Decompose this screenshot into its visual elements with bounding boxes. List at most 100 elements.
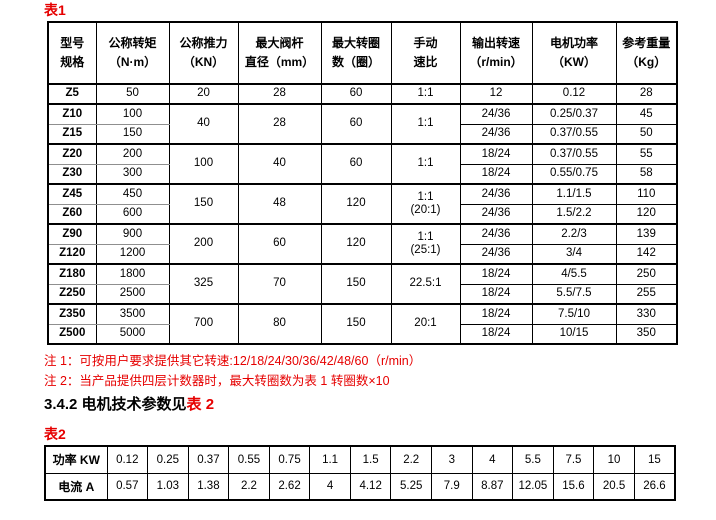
cell-output-speed: 18/24 — [459, 303, 533, 325]
cell-motor-power: 1.1/1.5 — [531, 183, 617, 205]
cell-thrust: 20 — [168, 83, 239, 105]
cell-output-speed: 18/24 — [459, 323, 533, 345]
note-2: 注 2：当产品提供四层计数器时，最大转圈数为表 1 转圈数×10 — [44, 374, 390, 388]
table1-header-cell: 公称转矩 （N·m） — [95, 21, 170, 85]
cell-output-speed: 24/36 — [459, 223, 533, 245]
table2-body: 功率 KW 0.12 0.25 0.37 0.55 0.75 1.1 1.5 2.2 3 4 5.5 7… — [44, 445, 676, 501]
table1-header-row: 型号 规格 公称转矩 （N·m） 公称推力 （KN） 最大阀杆 直径（mm） 最大转圈 … — [47, 21, 678, 85]
table2-row-power-value: 5.5 — [512, 445, 554, 474]
table2-row-current-value: 4 — [309, 472, 351, 501]
cell-model: Z250 — [47, 283, 97, 305]
table2-row-power-value: 1.1 — [309, 445, 351, 474]
cell-weight: 255 — [615, 283, 678, 305]
table2-row-power-value: 4 — [471, 445, 514, 474]
cell-torque: 3500 — [95, 303, 170, 325]
cell-max-turns: 150 — [320, 263, 392, 305]
document-page: 表1 型号 规格 公称转矩 （N·m） 公称推力 （KN） 最大阀杆 直径（mm） 最大… — [44, 2, 680, 501]
table2-row-current-value: 1.03 — [147, 472, 189, 501]
table2-row-power-value: 10 — [593, 445, 635, 474]
table1-body: Z5 50 20 28 60 1:1 12 0.12 28 Z10 100 40 28 60 1:1 24/3… — [47, 83, 678, 345]
cell-manual-ratio: 22.5:1 — [390, 263, 461, 305]
cell-manual-ratio: 1:1 (20:1) — [390, 183, 461, 225]
table2-row-power-value: 0.25 — [147, 445, 189, 474]
table1-header-cell: 最大转圈 数（圈） — [320, 21, 392, 85]
cell-thrust: 40 — [168, 103, 239, 145]
cell-stem-diameter: 40 — [237, 143, 322, 185]
table1-header-cell: 电机功率 （KW） — [531, 21, 617, 85]
cell-manual-ratio: 1:1 — [390, 143, 461, 185]
cell-stem-diameter: 70 — [237, 263, 322, 305]
cell-model: Z5 — [47, 83, 97, 105]
table2-row-power-value: 0.75 — [268, 445, 311, 474]
table1-label: 表1 — [44, 2, 66, 18]
table1-row-z180: Z180 1800 325 70 150 22.5:1 18/24 4/5.5 250 — [47, 263, 678, 305]
cell-output-speed: 18/24 — [459, 143, 533, 165]
cell-torque: 50 — [95, 83, 170, 105]
cell-weight: 142 — [615, 243, 678, 265]
cell-manual-ratio: 1:1 (25:1) — [390, 223, 461, 265]
table2-row-power-value: 0.55 — [228, 445, 270, 474]
cell-model: Z180 — [47, 263, 97, 285]
cell-stem-diameter: 60 — [237, 223, 322, 265]
cell-output-speed: 12 — [459, 83, 533, 105]
cell-max-turns: 60 — [320, 103, 392, 145]
cell-output-speed: 18/24 — [459, 283, 533, 305]
section-heading: 3.4.2 电机技术参数见表 2 — [44, 395, 680, 414]
cell-motor-power: 0.37/0.55 — [531, 143, 617, 165]
table1-header-cell: 参考重量 （Kg） — [615, 21, 678, 85]
table2-row-current: 电流 A 0.57 1.03 1.38 2.2 2.62 4 4.12 5.25 7.9 8.87 1… — [44, 472, 676, 501]
table2-row-power-value: 7.5 — [552, 445, 595, 474]
cell-thrust: 150 — [168, 183, 239, 225]
table1-header-cell: 公称推力 （KN） — [168, 21, 239, 85]
cell-output-speed: 18/24 — [459, 163, 533, 185]
cell-weight: 139 — [615, 223, 678, 245]
cell-model: Z20 — [47, 143, 97, 165]
cell-stem-diameter: 28 — [237, 83, 322, 105]
cell-model: Z15 — [47, 123, 97, 145]
table1-row-z120: Z120 1200 24/36 3/4 142 — [47, 243, 678, 265]
cell-manual-ratio: 20:1 — [390, 303, 461, 345]
cell-weight: 250 — [615, 263, 678, 285]
table1-row-z250: Z250 2500 18/24 5.5/7.5 255 — [47, 283, 678, 305]
cell-weight: 350 — [615, 323, 678, 345]
cell-stem-diameter: 80 — [237, 303, 322, 345]
cell-torque: 1800 — [95, 263, 170, 285]
table1-row-z60: Z60 600 24/36 1.5/2.2 120 — [47, 203, 678, 225]
table2-row-power-label: 功率 KW — [44, 445, 108, 474]
cell-output-speed: 18/24 — [459, 263, 533, 285]
table1-row-z90: Z90 900 200 60 120 1:1 (25:1) 24/36 2.2/3 139 — [47, 223, 678, 265]
cell-output-speed: 24/36 — [459, 103, 533, 125]
table1-header-cell: 最大阀杆 直径（mm） — [237, 21, 322, 85]
cell-max-turns: 150 — [320, 303, 392, 345]
cell-torque: 200 — [95, 143, 170, 165]
cell-motor-power: 3/4 — [531, 243, 617, 265]
cell-weight: 58 — [615, 163, 678, 185]
cell-weight: 110 — [615, 183, 678, 205]
table2-row-current-value: 2.62 — [268, 472, 311, 501]
cell-weight: 330 — [615, 303, 678, 325]
cell-max-turns: 120 — [320, 183, 392, 225]
cell-motor-power: 10/15 — [531, 323, 617, 345]
table2-motor-params: 功率 KW 0.12 0.25 0.37 0.55 0.75 1.1 1.5 2.2 3 4 5.5 7… — [44, 445, 676, 501]
cell-weight: 45 — [615, 103, 678, 125]
table1-row-z10: Z10 100 40 28 60 1:1 24/36 0.25/0.37 45 — [47, 103, 678, 145]
table2-row-power-value: 1.5 — [349, 445, 392, 474]
cell-motor-power: 0.25/0.37 — [531, 103, 617, 125]
table1-row-z350: Z350 3500 700 80 150 20:1 18/24 7.5/10 330 — [47, 303, 678, 345]
table2-row-current-value: 12.05 — [512, 472, 554, 501]
cell-max-turns: 120 — [320, 223, 392, 265]
table1-row-z45: Z45 450 150 48 120 1:1 (20:1) 24/36 1.1/1.5 110 — [47, 183, 678, 225]
cell-motor-power: 7.5/10 — [531, 303, 617, 325]
table2-row-current-value: 15.6 — [552, 472, 595, 501]
table2-row-current-value: 0.57 — [106, 472, 149, 501]
cell-motor-power: 0.12 — [531, 83, 617, 105]
cell-max-turns: 60 — [320, 83, 392, 105]
table2-row-power-value: 0.12 — [106, 445, 149, 474]
cell-torque: 2500 — [95, 283, 170, 305]
table2-row-current-value: 2.2 — [228, 472, 270, 501]
table2-row-current-value: 1.38 — [187, 472, 230, 501]
cell-model: Z500 — [47, 323, 97, 345]
table2-row-current-value: 20.5 — [593, 472, 635, 501]
cell-output-speed: 24/36 — [459, 183, 533, 205]
cell-thrust: 325 — [168, 263, 239, 305]
